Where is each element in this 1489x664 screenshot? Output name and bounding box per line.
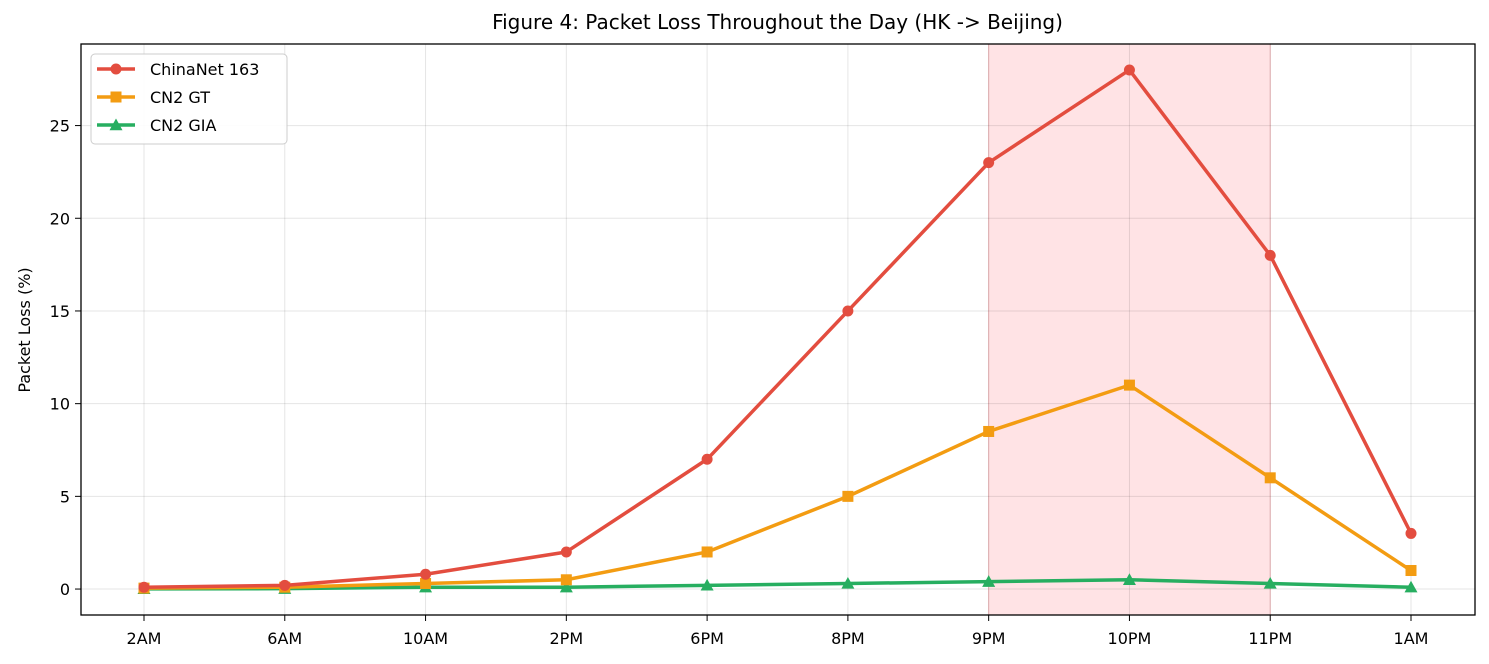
- data-point: [1264, 249, 1276, 261]
- x-tick-label: 1AM: [1394, 629, 1429, 648]
- data-point: [1122, 573, 1136, 585]
- legend-swatch-marker: [109, 118, 123, 131]
- y-tick-label: 10: [50, 395, 70, 414]
- data-point: [1123, 64, 1135, 76]
- data-point: [700, 578, 714, 591]
- x-tick-label: 2PM: [550, 629, 584, 648]
- data-point: [1405, 565, 1417, 577]
- data-point: [983, 157, 995, 169]
- legend-swatch-marker: [110, 63, 122, 75]
- y-tick-label: 5: [60, 487, 70, 506]
- data-point: [560, 574, 572, 586]
- x-tick-label: 6AM: [267, 629, 302, 648]
- y-tick-label: 25: [50, 117, 70, 136]
- legend-label: CN2 GIA: [150, 116, 217, 135]
- data-point: [420, 577, 432, 589]
- data-point: [701, 546, 713, 558]
- data-point: [701, 453, 713, 465]
- x-tick-label: 10AM: [403, 629, 448, 648]
- y-axis-label: Packet Loss (%): [15, 267, 34, 392]
- legend: ChinaNet 163 CN2 GT CN2 GIA: [90, 53, 288, 145]
- data-point: [842, 490, 854, 502]
- data-point: [842, 305, 854, 317]
- data-point: [559, 580, 573, 593]
- y-tick-label: 0: [60, 580, 70, 599]
- chart-title: Figure 4: Packet Loss Throughout the Day…: [492, 10, 1063, 34]
- legend-box: [90, 53, 288, 145]
- data-point: [1263, 576, 1277, 589]
- legend-item: ChinaNet 163: [97, 60, 259, 79]
- data-point: [983, 425, 995, 437]
- x-tick-label: 6PM: [690, 629, 724, 648]
- series-line: [142, 68, 1413, 589]
- legend-swatch-marker: [110, 91, 122, 103]
- data-point: [982, 575, 996, 587]
- data-point: [1264, 472, 1276, 484]
- x-tick-label: 10PM: [1108, 629, 1152, 648]
- x-tick-label: 8PM: [831, 629, 865, 648]
- data-point: [279, 579, 291, 591]
- legend-item: CN2 GT: [97, 88, 210, 107]
- data-point: [1404, 580, 1418, 593]
- legend-label: ChinaNet 163: [150, 60, 259, 79]
- data-point: [560, 546, 572, 558]
- highlight-band: [988, 44, 1271, 615]
- data-point: [1123, 379, 1135, 391]
- x-tick-label: 11PM: [1248, 629, 1292, 648]
- y-tick-label: 15: [50, 302, 70, 321]
- x-tick-label: 9PM: [972, 629, 1006, 648]
- series-line: [142, 578, 1413, 591]
- y-tick-label: 20: [50, 209, 70, 228]
- data-point: [420, 568, 432, 580]
- legend-item: CN2 GIA: [97, 116, 217, 135]
- plot-frame: [80, 43, 1476, 616]
- series-line: [142, 383, 1413, 590]
- x-tick-label: 2AM: [127, 629, 162, 648]
- series-chinanet-163: [138, 64, 1417, 593]
- legend-label: CN2 GT: [150, 88, 210, 107]
- data-point: [138, 581, 150, 593]
- data-point: [1405, 527, 1417, 539]
- data-point: [841, 576, 855, 589]
